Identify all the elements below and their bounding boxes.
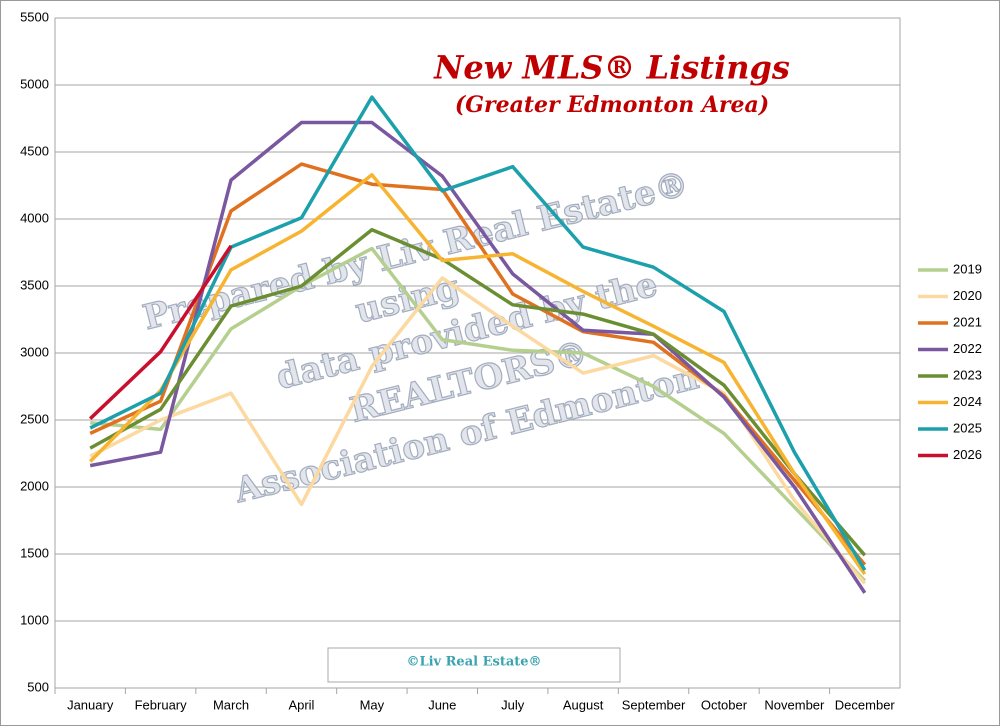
x-tick-label: January <box>67 697 114 712</box>
legend-label: 2025 <box>953 420 982 435</box>
series-line <box>88 173 867 576</box>
legend-label: 2020 <box>953 288 982 303</box>
y-tick-label: 1500 <box>20 545 49 560</box>
chart-subtitle: (Greater Edmonton Area) <box>455 92 769 118</box>
x-tick-label: August <box>563 697 604 712</box>
x-tick-label: November <box>764 697 825 712</box>
y-tick-label: 4000 <box>20 210 49 225</box>
legend-label: 2026 <box>953 447 982 462</box>
y-tick-label: 3500 <box>20 277 49 292</box>
legend-label: 2024 <box>953 394 982 409</box>
y-tick-label: 5500 <box>20 9 49 24</box>
footer: ©Liv Real Estate® <box>406 655 541 670</box>
x-tick-label: May <box>360 697 385 712</box>
x-tick-label: June <box>428 697 456 712</box>
legend-label: 2019 <box>953 261 982 276</box>
x-tick-label: December <box>835 697 896 712</box>
y-tick-label: 1000 <box>20 612 49 627</box>
series-line <box>89 120 867 594</box>
y-tick-label: 2000 <box>20 478 49 493</box>
legend-label: 2023 <box>953 367 982 382</box>
series-line <box>89 227 867 557</box>
series-line <box>90 246 867 583</box>
y-tick-label: 2500 <box>20 411 49 426</box>
legend-label: 2022 <box>953 341 982 356</box>
plot-area: 500 1000 1500 2000 2500 3000 3500 4000 4500 5000 5… <box>20 9 901 712</box>
y-tick-label: 5000 <box>20 76 49 91</box>
x-tick-label: April <box>288 697 314 712</box>
y-tick-label: 500 <box>27 679 49 694</box>
y-tick-label: 4500 <box>20 143 49 158</box>
series-line <box>88 244 233 420</box>
x-tick-label: October <box>701 697 748 712</box>
legend-label: 2021 <box>953 314 982 329</box>
x-tick-label: July <box>501 697 525 712</box>
x-tick-label: September <box>622 697 686 712</box>
footer-box <box>327 647 621 683</box>
x-tick-label: March <box>213 697 249 712</box>
y-tick-label: 3000 <box>20 344 49 359</box>
chart-title: New MLS® Listings <box>433 49 790 87</box>
series-line <box>89 95 867 571</box>
x-tick-label: February <box>135 697 188 712</box>
